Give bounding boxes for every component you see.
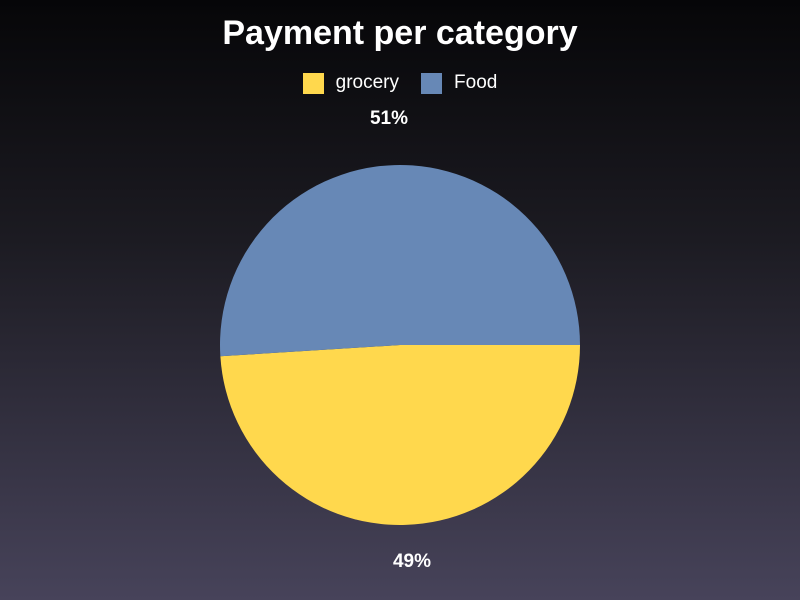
chart-title: Payment per category xyxy=(222,14,578,52)
slice-label-grocery: 49% xyxy=(393,551,431,572)
slice-label-food: 51% xyxy=(370,108,408,129)
legend-item-grocery[interactable]: grocery xyxy=(302,72,400,94)
pie-slice-food[interactable] xyxy=(220,164,580,357)
legend: grocery Food xyxy=(0,72,800,94)
pie-slice-grocery[interactable] xyxy=(220,345,580,525)
legend-label-food: Food xyxy=(454,72,498,93)
legend-swatch-food xyxy=(421,72,443,94)
legend-swatch-grocery xyxy=(302,72,324,94)
legend-label-grocery: grocery xyxy=(335,72,400,93)
legend-item-food[interactable]: Food xyxy=(421,72,497,94)
